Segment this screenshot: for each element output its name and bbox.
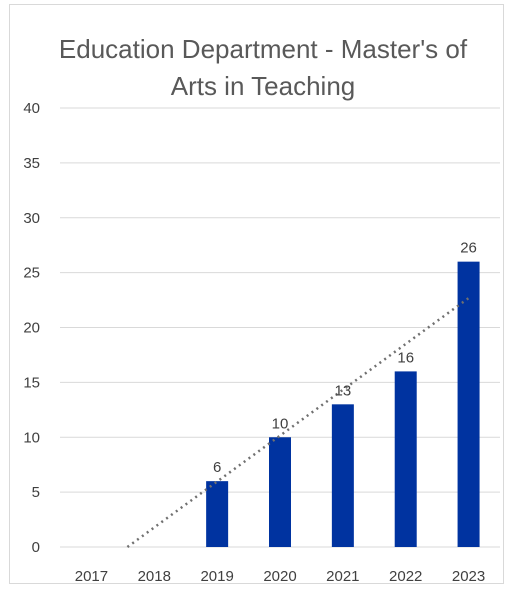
y-tick-label: 30 [23,210,40,227]
trendline [126,297,470,549]
x-tick-label: 2022 [389,568,422,585]
x-tick-label: 2018 [138,568,171,585]
bar-2022 [394,371,417,547]
chart-frame [9,4,504,584]
y-tick-label: 15 [23,374,40,391]
x-tick-label: 2021 [326,568,359,585]
data-label-2023: 26 [460,240,477,257]
x-tick-label: 2023 [452,568,485,585]
y-tick-label: 40 [23,100,40,117]
y-tick-label: 20 [23,320,40,337]
data-label-2022: 16 [397,349,414,366]
x-tick-label: 2017 [75,568,108,585]
x-tick-label: 2020 [263,568,296,585]
data-labels: 6 10 13 16 26 [213,240,477,477]
chart-title-line-2: Arts in Teaching [171,71,356,101]
data-label-2020: 10 [272,415,289,432]
y-tick-label: 0 [32,539,40,556]
bar-2023 [457,261,480,547]
bar-2019 [206,481,229,547]
y-tick-label: 5 [32,484,40,501]
y-axis-tick-labels: 0 5 10 15 20 25 30 35 40 [23,100,40,556]
trendline-group [126,297,470,549]
y-tick-label: 25 [23,265,40,282]
bar-2020 [269,437,291,547]
data-label-2021: 13 [335,382,352,399]
x-axis-tick-labels: 2017 2018 2019 2020 2021 2022 2023 [75,568,486,585]
data-label-2019: 6 [213,459,221,476]
gridlines [60,107,500,548]
y-tick-label: 35 [23,155,40,172]
bar-2021 [331,404,354,547]
x-tick-label: 2019 [200,568,233,585]
y-tick-label: 10 [23,429,40,446]
chart-title-line-1: Education Department - Master's of [59,34,468,64]
bars [206,261,480,547]
